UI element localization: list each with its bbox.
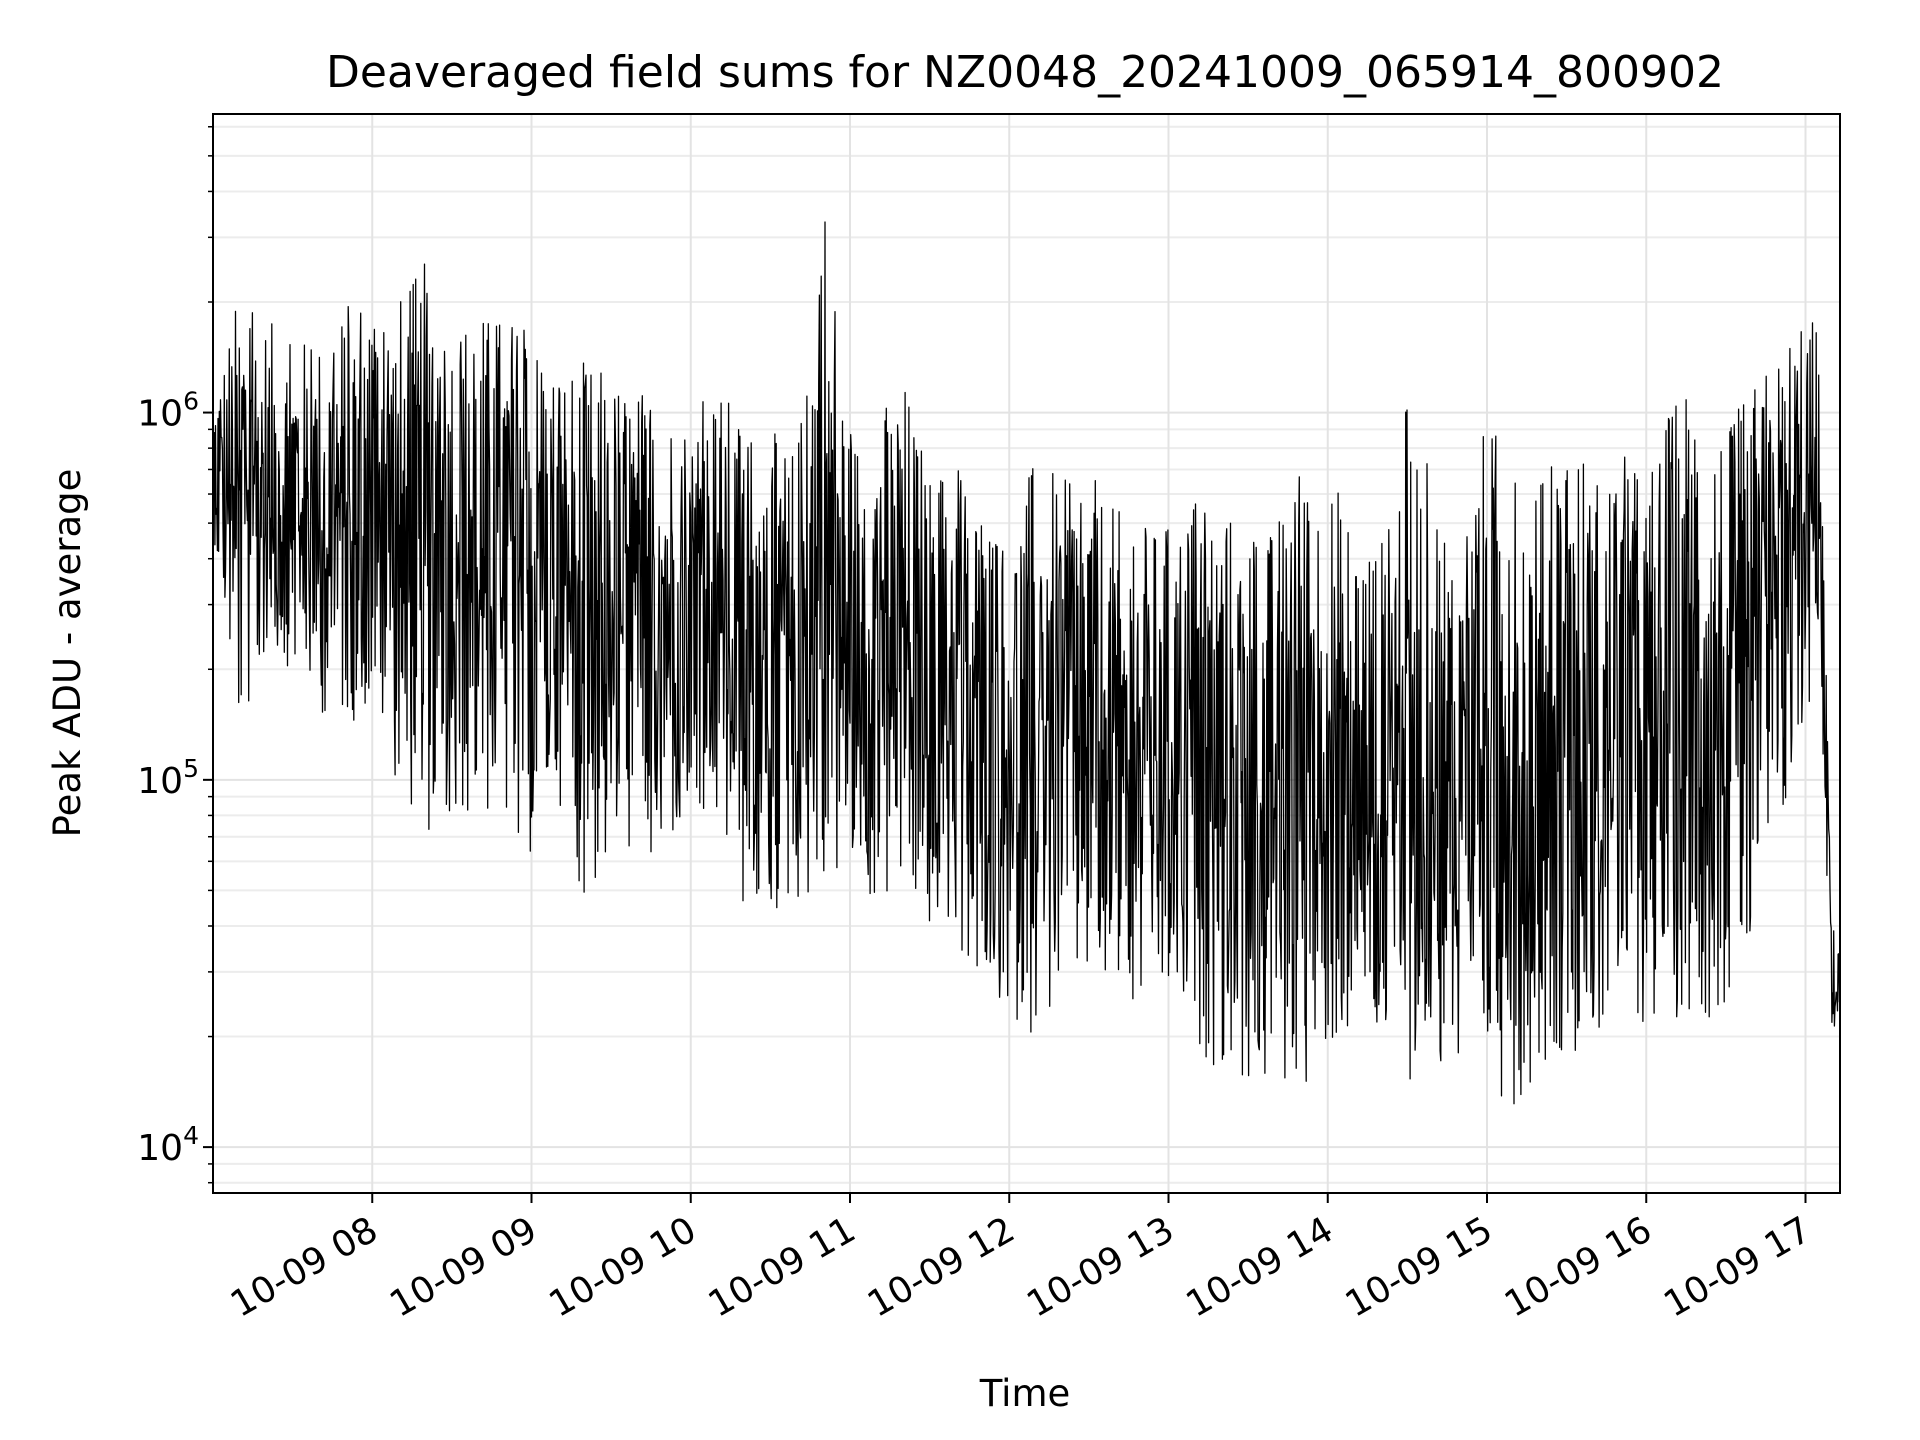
y-axis-label: Peak ADU - average (46, 469, 89, 838)
plot-area-frame (212, 113, 1841, 1194)
x-tick-label: 10-09 11 (702, 1209, 863, 1325)
y-tick-label: 106 (137, 387, 199, 435)
x-tick-label: 10-09 14 (1180, 1209, 1341, 1325)
x-tick-label: 10-09 10 (543, 1209, 704, 1325)
series-layer (212, 221, 1841, 1105)
y-tick-label: 105 (137, 754, 199, 802)
chart-title: Deaveraged field sums for NZ0048_2024100… (326, 47, 1724, 98)
x-tick-label: 10-09 12 (861, 1209, 1022, 1325)
x-tick-label: 10-09 17 (1657, 1209, 1818, 1325)
x-tick-label: 10-09 13 (1020, 1209, 1181, 1325)
x-tick-label: 10-09 09 (383, 1209, 544, 1325)
x-tick-label: 10-09 08 (224, 1209, 385, 1325)
x-tick-label: 10-09 16 (1498, 1209, 1659, 1325)
x-tick-label: 10-09 15 (1339, 1209, 1500, 1325)
x-axis-label: Time (979, 1372, 1071, 1415)
y-tick-label: 104 (137, 1121, 199, 1169)
series-line (212, 221, 1841, 1105)
y-axis-ticks: 104 105 106 (137, 126, 213, 1184)
